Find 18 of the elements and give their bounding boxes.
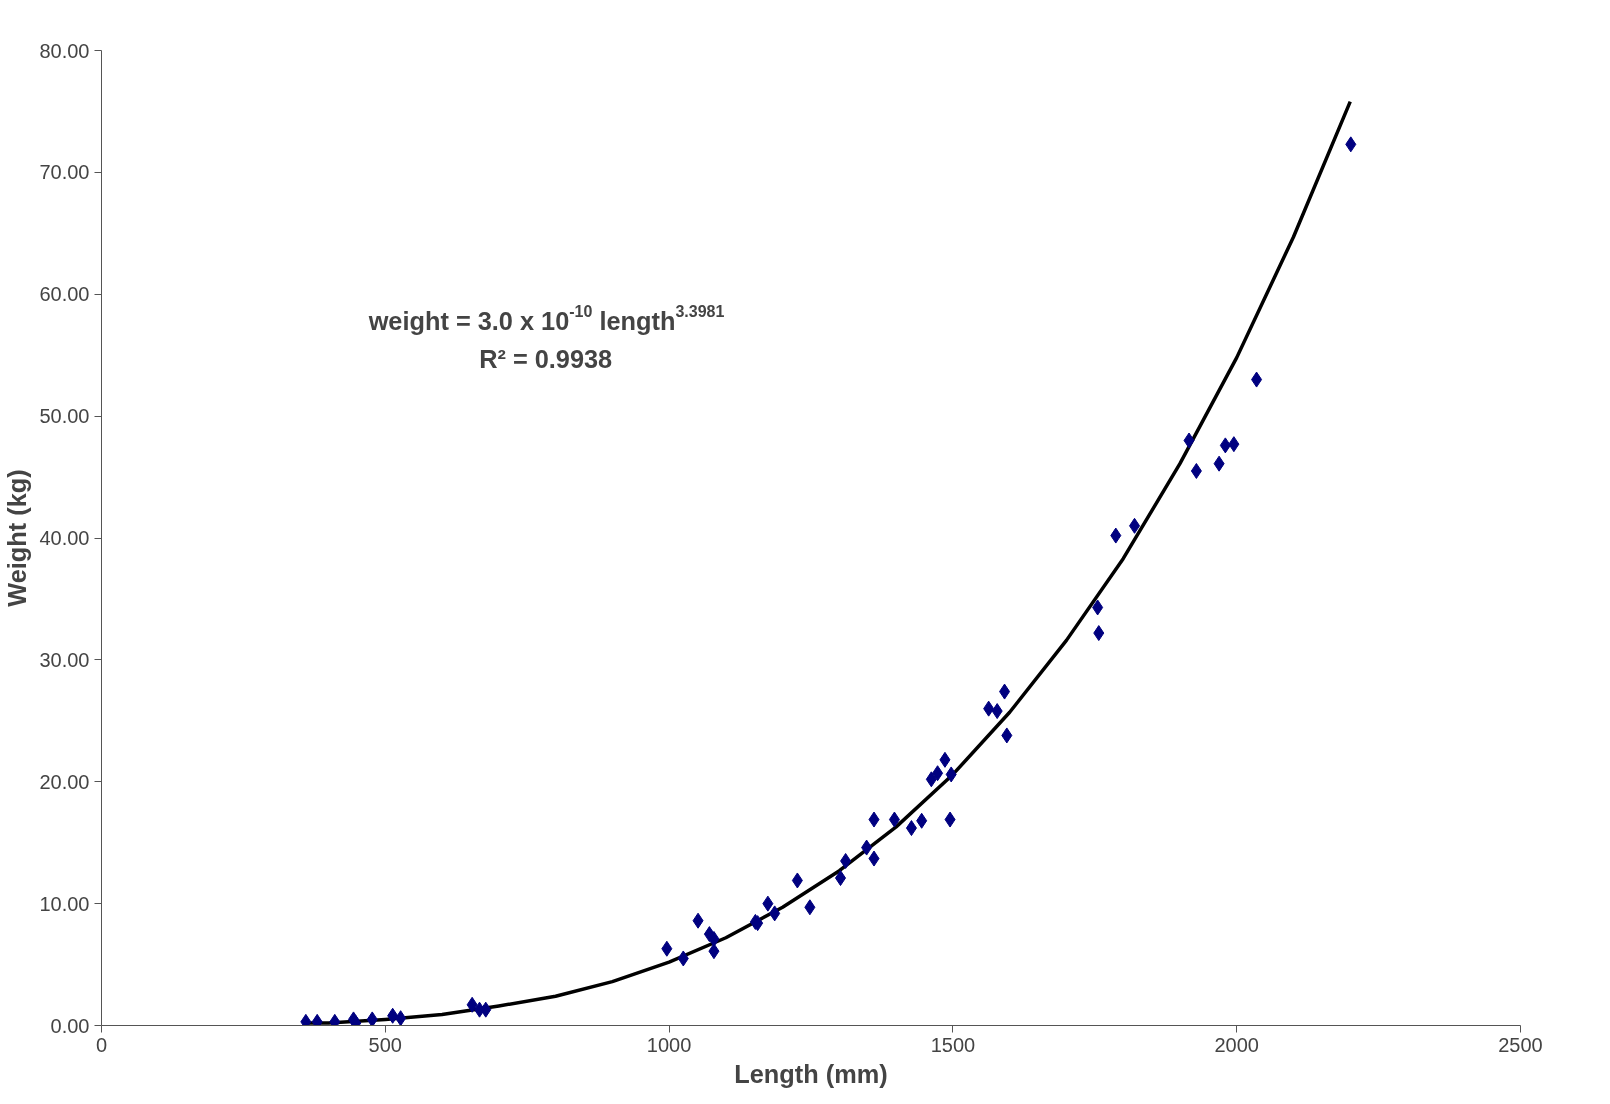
annotation: R² = 0.9938 — [479, 344, 613, 373]
y-tick-label: 70.00 — [39, 161, 90, 184]
x-tick-label: 500 — [368, 1033, 402, 1056]
y-tick-label: 60.00 — [39, 283, 90, 306]
x-tick-label: 1500 — [930, 1033, 976, 1056]
x-tick-label: 0 — [95, 1033, 108, 1056]
y-tick-label: 20.00 — [39, 770, 90, 793]
x-tick-label: 1000 — [646, 1033, 692, 1056]
y-axis-title: Weight (kg) — [3, 469, 32, 607]
y-tick-label: 40.00 — [39, 527, 90, 549]
x-tick-label: 2000 — [1214, 1033, 1259, 1056]
y-tick-label: 0.00 — [50, 1014, 90, 1037]
y-tick-label: 10.00 — [39, 892, 90, 915]
y-tick-label: 80.00 — [39, 39, 90, 62]
y-tick-label: 50.00 — [39, 405, 90, 428]
x-axis-title: Length (mm) — [734, 1059, 888, 1088]
x-tick-label: 2500 — [1498, 1033, 1543, 1056]
y-tick-label: 30.00 — [39, 648, 90, 671]
